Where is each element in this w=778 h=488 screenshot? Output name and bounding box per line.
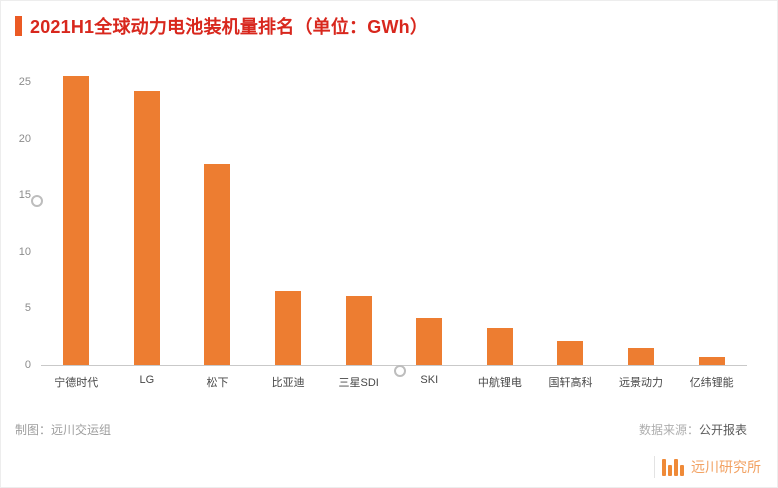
bar	[486, 327, 513, 365]
bar-slot	[394, 317, 465, 365]
x-axis-label: 比亚迪	[271, 377, 305, 389]
x-axis-label: SKI	[420, 374, 439, 386]
bar-slot	[535, 341, 606, 365]
y-axis-tick: 15	[18, 189, 31, 202]
bar	[204, 163, 231, 365]
bar-slot	[676, 357, 747, 365]
bar	[557, 341, 584, 365]
title-accent-bar	[15, 16, 22, 36]
handle-circle-left	[31, 195, 43, 207]
data-source-label: 数据来源：	[638, 423, 699, 437]
y-axis: 0 5 10 15 20 25	[7, 65, 35, 371]
bar	[416, 317, 443, 365]
brand-logo: 远川研究所	[654, 456, 761, 478]
x-axis-label: 亿纬锂能	[689, 377, 734, 389]
chart-title: 2021H1全球动力电池装机量排名（单位：GWh）	[30, 17, 429, 37]
bar	[63, 76, 90, 365]
x-axis-label: 宁德时代	[54, 377, 99, 389]
data-source-value: 公开报表	[698, 423, 747, 437]
plot-area: 0 5 10 15 20 25	[19, 65, 747, 371]
data-source: 数据来源：公开报表	[639, 421, 747, 438]
bar-slot	[41, 76, 112, 365]
y-axis-tick: 20	[18, 132, 31, 145]
y-axis-tick: 5	[24, 302, 31, 315]
y-axis-tick: 10	[18, 245, 31, 258]
credit-text: 制图：远川交运组	[15, 423, 112, 437]
x-axis-label: 松下	[206, 377, 229, 389]
chart-header: 2021H1全球动力电池装机量排名（单位：GWh）	[1, 1, 777, 39]
bar	[133, 91, 160, 365]
x-axis-label: 远景动力	[619, 377, 664, 389]
chart-footer: 制图：远川交运组 数据来源：公开报表	[15, 421, 747, 438]
bar-slot	[253, 291, 324, 365]
bar	[628, 348, 655, 365]
brand-name: 远川研究所	[691, 459, 761, 475]
brand-bars-icon	[662, 458, 684, 476]
bar	[698, 357, 725, 365]
brand-divider	[654, 456, 655, 478]
x-axis-label: 三星SDI	[338, 377, 379, 389]
y-axis-tick: 25	[18, 76, 31, 88]
x-labels: 宁德时代 LG 松下 比亚迪 三星SDI SKI 中航锂电 国轩高科 远景动力 亿纬锂能	[41, 374, 747, 390]
handle-circle-bottom	[394, 365, 406, 377]
bar-slot	[465, 327, 536, 365]
bar-chart: 0 5 10 15 20 25 宁德时代 LG 松下 比亚迪 三星SDI SKI 中航锂电 国轩高科 远景…	[19, 65, 747, 390]
bar-slot	[112, 91, 183, 365]
bar	[345, 295, 372, 365]
bar-slot	[606, 348, 677, 365]
y-axis-tick: 0	[24, 359, 31, 371]
bars	[41, 65, 747, 365]
x-axis-label: 中航锂电	[477, 377, 522, 389]
bar	[275, 291, 302, 365]
x-axis-label: LG	[139, 374, 155, 386]
x-axis-label: 国轩高科	[548, 377, 593, 389]
bar-slot	[323, 295, 394, 365]
bar-slot	[182, 163, 253, 365]
